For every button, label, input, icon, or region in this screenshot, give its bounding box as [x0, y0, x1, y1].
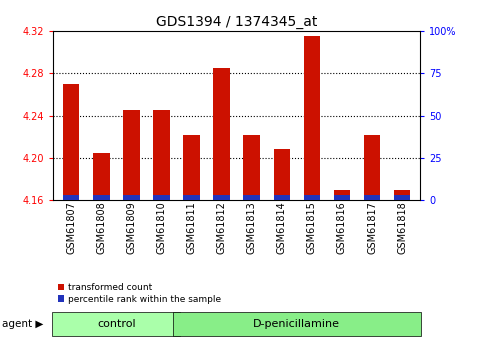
Bar — [93, 195, 110, 200]
Bar — [273, 149, 290, 200]
Bar — [153, 110, 170, 200]
Bar — [183, 135, 200, 200]
Bar — [364, 195, 380, 200]
Bar — [364, 135, 380, 200]
Bar — [304, 36, 320, 200]
Bar — [273, 195, 290, 200]
Bar — [394, 189, 411, 200]
Bar — [123, 110, 140, 200]
Bar — [304, 195, 320, 200]
Text: D-penicillamine: D-penicillamine — [254, 319, 341, 329]
Bar — [93, 152, 110, 200]
Bar — [334, 189, 350, 200]
Bar — [213, 195, 230, 200]
Bar — [183, 195, 200, 200]
Text: control: control — [97, 319, 136, 329]
Bar — [213, 68, 230, 200]
Bar — [334, 195, 350, 200]
Bar — [123, 195, 140, 200]
Bar — [243, 195, 260, 200]
Text: agent ▶: agent ▶ — [2, 319, 44, 329]
Legend: transformed count, percentile rank within the sample: transformed count, percentile rank withi… — [57, 283, 221, 304]
Title: GDS1394 / 1374345_at: GDS1394 / 1374345_at — [156, 14, 317, 29]
Bar — [243, 135, 260, 200]
Bar — [153, 195, 170, 200]
Bar — [394, 195, 411, 200]
Bar — [63, 195, 80, 200]
Bar — [63, 84, 80, 200]
